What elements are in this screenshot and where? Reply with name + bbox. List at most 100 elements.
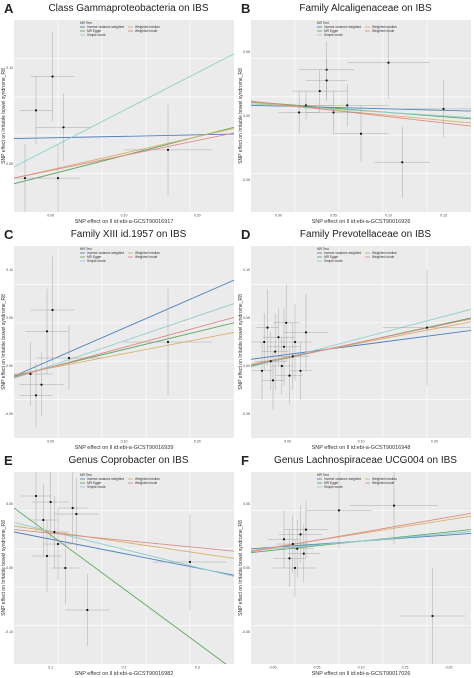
snp-point (425, 326, 429, 329)
legend-title: MR Test (317, 473, 329, 477)
snp-point (291, 542, 294, 546)
snp-point (274, 350, 277, 353)
legend-entry: Inverse variance weighted (324, 25, 361, 29)
panel-letter: B (241, 1, 251, 16)
panel-title: Genus Coprobacter on IBS (68, 455, 189, 466)
snp-point (51, 308, 54, 312)
snp-point (260, 369, 264, 372)
x-tick-label: 0.00 (284, 440, 291, 444)
snp-point (280, 364, 283, 368)
snp-point (51, 75, 54, 78)
x-tick-label: 0.10 (358, 440, 365, 444)
y-axis-label: SNP effect on Irritable bowel syndrome_R… (238, 294, 244, 390)
snp-point (359, 132, 363, 135)
x-tick-label: 0.2 (122, 666, 127, 670)
snp-point (387, 61, 390, 64)
snp-point (56, 177, 60, 180)
snp-point (64, 566, 67, 570)
snp-point (40, 383, 43, 386)
legend-title: MR Test (80, 473, 92, 477)
mr-line-weighted-mode (14, 132, 234, 179)
legend-entry: Inverse variance weighted (324, 477, 361, 481)
mr-line-weighted-mode (251, 318, 471, 366)
y-tick-label: 0.00 (6, 364, 13, 368)
snp-point (299, 533, 302, 536)
snp-point (299, 369, 302, 372)
y-tick-label: 0.05 (243, 50, 250, 54)
y-tick-label: 0.00 (6, 502, 13, 506)
x-tick-label: 0.10 (121, 214, 128, 218)
y-axis-label: SNP effect on Irritable bowel syndrome_R… (238, 68, 244, 164)
x-tick-label: 0.15 (402, 666, 409, 670)
legend-title: MR Test (80, 21, 92, 25)
panel-title: Genus Lachnospiraceae UCG004 on IBS (274, 455, 457, 466)
x-tick-label: 0.10 (121, 440, 128, 444)
legend-title: MR Test (317, 247, 329, 251)
snp-point (304, 528, 308, 531)
y-tick-label: 0.05 (243, 502, 250, 506)
mr-line-inverse-variance-weighted (14, 133, 234, 140)
panel-b: B Family Alcaligenaceae on IBS 0.00 0.05 0.1… (237, 0, 474, 226)
panel-c: C Family XIII id.1957 on IBS 0.00 0.10 0.20 -… (0, 226, 237, 452)
snp-point (49, 500, 52, 504)
legend-entry: Inverse variance weighted (87, 477, 124, 481)
legend-entry: MR Egger (324, 255, 339, 259)
legend-entry: Weighted median (135, 25, 160, 29)
legend-entry: Weighted mode (372, 29, 394, 33)
snp-point (296, 547, 299, 550)
snp-point (34, 494, 38, 498)
legend-entry: Weighted mode (135, 29, 157, 33)
x-tick-label: 0.05 (314, 666, 321, 670)
mr-line-weighted-median (14, 331, 234, 376)
mr-line-inverse-variance-weighted (14, 279, 234, 377)
y-tick-label: -0.05 (242, 630, 250, 634)
panel-letter: C (4, 227, 14, 242)
snp-point (56, 542, 60, 546)
y-tick-label: -0.05 (242, 178, 250, 182)
panel-title: Class Gammaproteobacteria on IBS (48, 3, 209, 14)
snp-point (62, 126, 65, 129)
snp-point (346, 104, 349, 107)
x-axis-label: SNP effect on ll id:ebi-a-GCST90017026 (312, 671, 411, 677)
legend-entry: Weighted median (372, 477, 397, 481)
mr-line-simple-mode (14, 53, 234, 168)
y-tick-label: 0.10 (6, 268, 13, 272)
x-axis-label: SNP effect on ll id:ebi-a-GCST90016917 (75, 219, 174, 225)
x-axis-label: SNP effect on ll id:ebi-a-GCST90016982 (75, 671, 174, 677)
x-tick-label: 0.10 (385, 214, 392, 218)
snp-point (269, 360, 272, 363)
snp-point (304, 331, 308, 334)
mr-line-inverse-variance-weighted (14, 531, 234, 576)
snp-point (277, 336, 280, 339)
y-tick-label: 0.05 (6, 316, 13, 320)
x-tick-label: 0.00 (47, 440, 54, 444)
mr-line-weighted-median (14, 127, 234, 179)
snp-point (282, 345, 286, 348)
x-tick-label: 0.1 (48, 666, 53, 670)
panel-a: A Class Gammaproteobacteria on IBS 0.00 0.1… (0, 0, 237, 226)
y-tick-label: 0.00 (243, 566, 250, 570)
legend-entry: MR Egger (324, 481, 339, 485)
snp-point (29, 372, 32, 376)
mr-line-weighted-mode (251, 512, 471, 553)
legend-entry: MR Egger (87, 29, 102, 33)
legend-entry: Weighted mode (372, 255, 394, 259)
snp-point (53, 530, 56, 534)
x-tick-label: 0.05 (330, 214, 337, 218)
x-tick-label: 0.20 (446, 666, 453, 670)
legend-entry: Weighted mode (135, 481, 157, 485)
legend-entry: MR Egger (87, 481, 102, 485)
x-tick-label: 0.10 (358, 666, 365, 670)
x-axis-label: SNP effect on ll id:ebi-a-GCST90016948 (312, 445, 411, 451)
snp-point (288, 374, 291, 377)
